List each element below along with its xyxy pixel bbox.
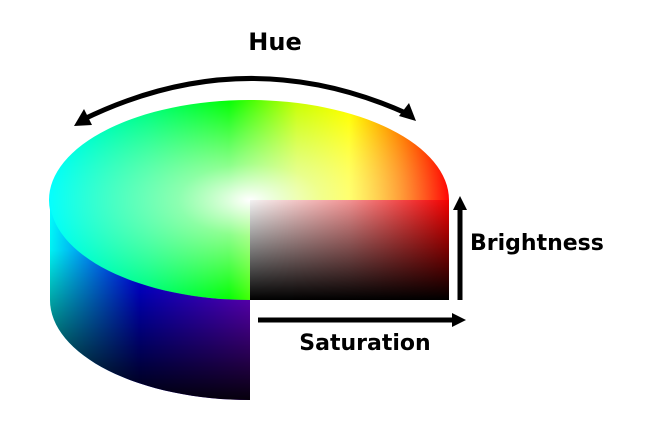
hue-arrow [74,75,416,126]
saturation-arrow [258,313,466,327]
saturation-brightness-shading [250,200,449,300]
hue-arrowhead-left [74,109,92,126]
brightness-label: Brightness [470,231,604,256]
hue-arrowhead-right [399,103,416,121]
hsv-cylinder [48,100,450,400]
saturation-arrowhead [452,313,466,327]
brightness-arrowhead [453,196,467,210]
brightness-arrow [453,196,467,300]
saturation-label: Saturation [299,331,430,356]
cylinder-side-shading [50,200,250,400]
hue-label: Hue [248,28,301,56]
cylinder-top-whitening [48,100,450,301]
